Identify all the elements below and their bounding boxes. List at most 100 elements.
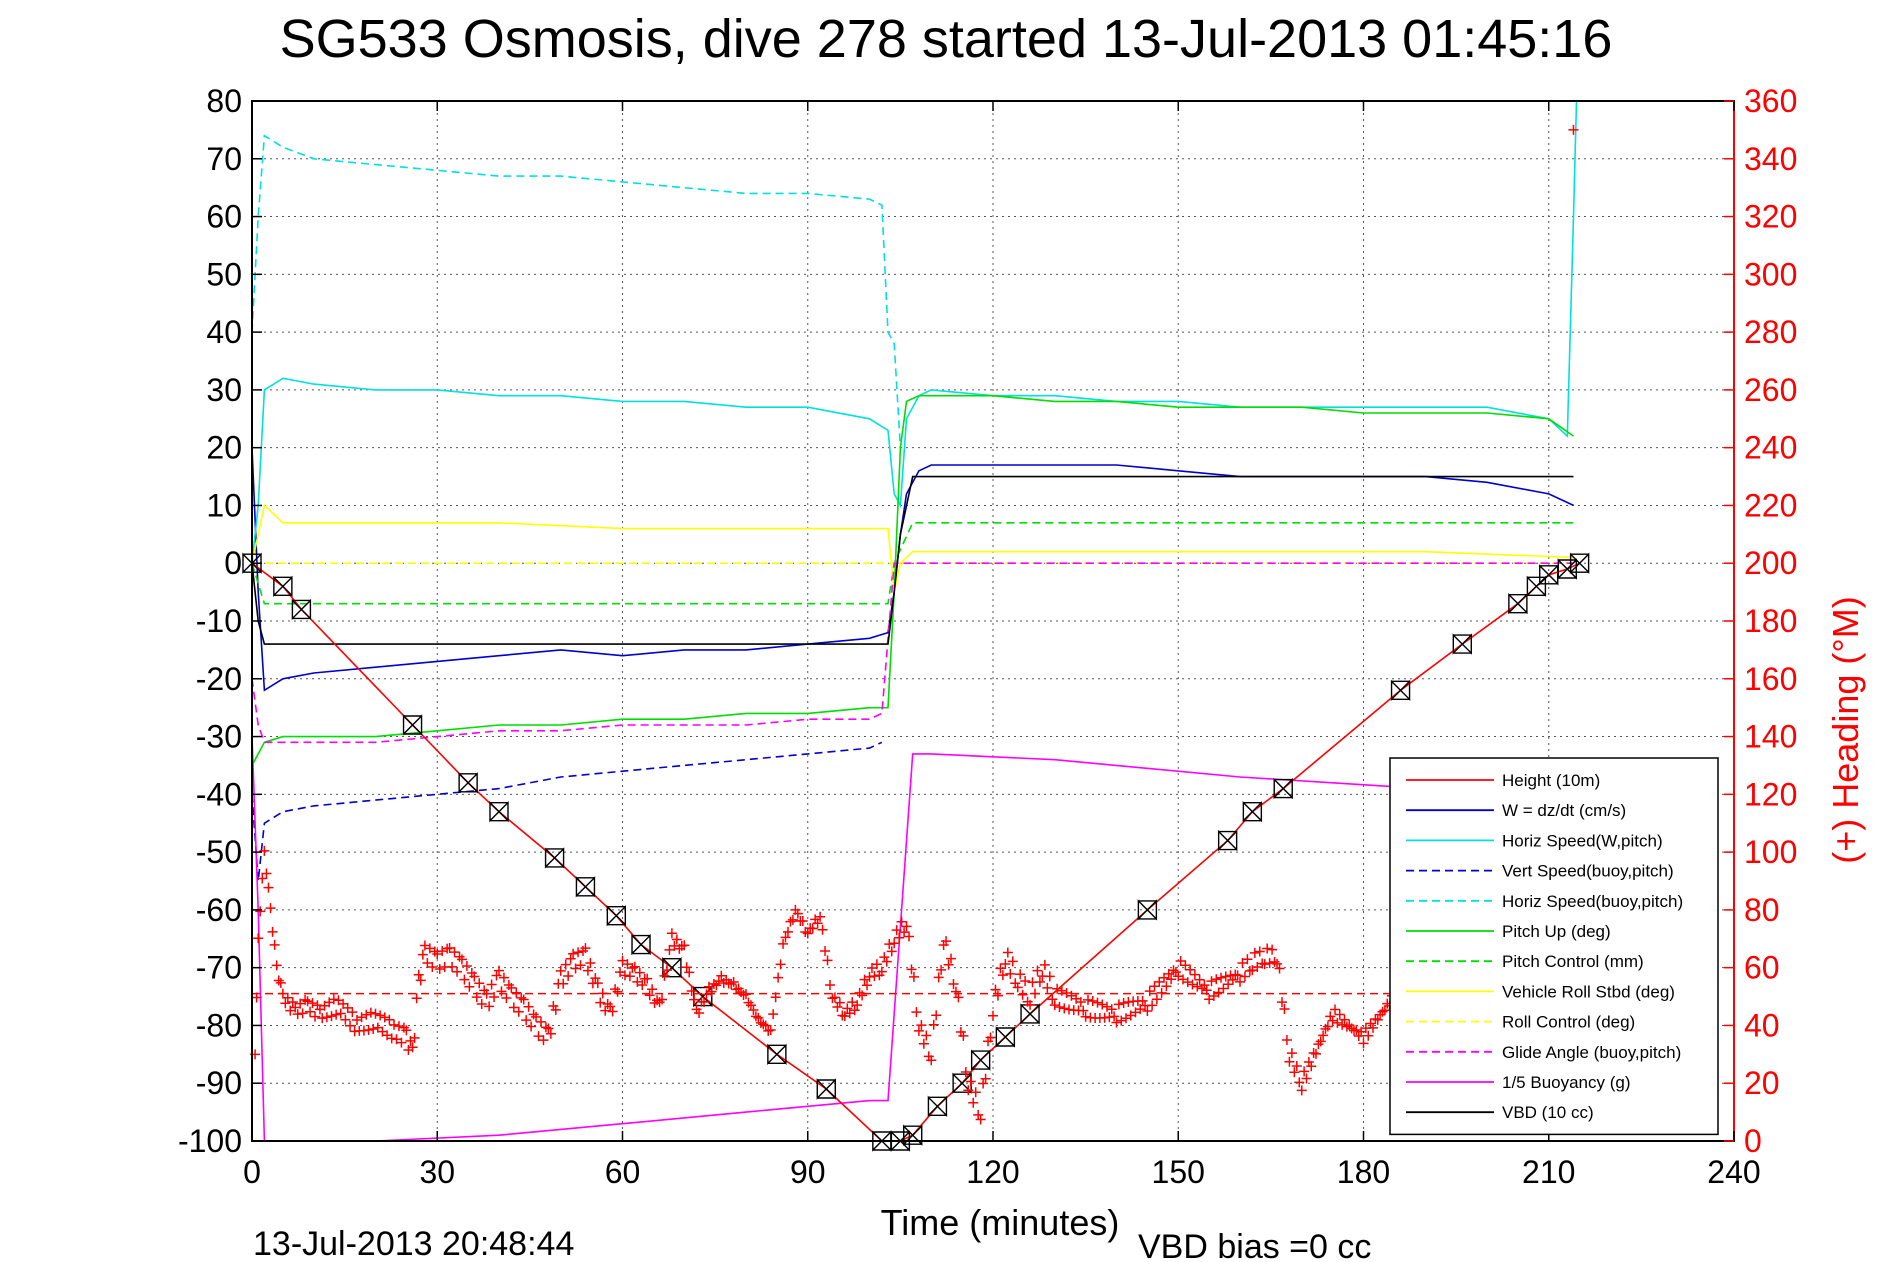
heading-marker [375, 1010, 386, 1021]
heading-marker [396, 1037, 407, 1048]
heading-marker [1218, 983, 1229, 994]
heading-marker [459, 974, 470, 985]
heading-marker [1106, 1004, 1117, 1015]
heading-marker [782, 926, 793, 937]
heading-marker [807, 923, 818, 934]
heading-marker [1092, 997, 1103, 1008]
heading-marker [946, 953, 957, 964]
heading-marker [413, 969, 424, 980]
heading-marker [1054, 1001, 1065, 1012]
heading-marker [331, 1009, 342, 1020]
heading-marker [434, 964, 445, 975]
heading-marker [558, 978, 569, 989]
heading-marker [1294, 1077, 1305, 1088]
heading-marker [1034, 977, 1045, 988]
heading-marker [1161, 981, 1172, 992]
heading-marker [1039, 959, 1050, 970]
heading-marker [988, 1010, 998, 1021]
heading-marker [452, 966, 463, 977]
heading-marker [297, 1008, 308, 1019]
heading-marker [1308, 1047, 1319, 1058]
heading-marker [884, 939, 895, 950]
legend-box [1389, 757, 1719, 1136]
heading-marker [273, 975, 284, 986]
heading-marker [889, 938, 900, 949]
heading-marker [464, 981, 475, 992]
heading-marker [1080, 1011, 1091, 1022]
legend-label: Horiz Speed(W,pitch) [1502, 831, 1663, 850]
heading-marker [1365, 1018, 1376, 1029]
heading-marker [1087, 996, 1098, 1007]
y-tick-label: 10 [206, 487, 242, 523]
legend-label: 1/5 Buoyancy (g) [1502, 1073, 1631, 1092]
y-axis-ticks: 80 70 60 50 40 30 20 10 0 -10 -20 -30 -40 -50 -60 -70 -8… [178, 83, 262, 1159]
heading-marker [269, 939, 280, 950]
heading-marker [384, 1014, 395, 1025]
heading-marker [1007, 956, 1018, 967]
heading-marker [666, 928, 677, 939]
heading-marker [960, 1066, 971, 1077]
heading-marker [1216, 972, 1226, 983]
heading-marker [1330, 1004, 1340, 1015]
heading-marker [582, 965, 593, 976]
heading-marker [1113, 999, 1124, 1010]
heading-marker [1377, 1006, 1388, 1017]
x-tick-label: 30 [419, 1154, 455, 1190]
x-axis-ticks: 0 30 60 90 120 150 180 210 240 [243, 101, 1761, 1190]
heading-marker [834, 997, 845, 1008]
heading-marker [1029, 988, 1040, 999]
heading-marker [832, 1001, 843, 1012]
heading-marker [1284, 1056, 1295, 1067]
heading-marker [1346, 1023, 1357, 1034]
heading-marker [1259, 959, 1270, 970]
heading-marker [950, 986, 961, 997]
heading-marker [361, 1009, 372, 1020]
heading-marker [1239, 971, 1250, 982]
height-marker [273, 575, 293, 598]
heading-marker [773, 972, 784, 983]
y-tick-label: -60 [196, 892, 242, 928]
heading-marker [498, 972, 509, 983]
heading-marker [568, 948, 579, 959]
heading-marker [1147, 1000, 1158, 1011]
heading-marker [356, 1012, 367, 1023]
y-tick-label: 50 [206, 256, 242, 292]
heading-marker [368, 1023, 379, 1034]
heading-marker [1334, 1009, 1345, 1020]
x-tick-label: 90 [790, 1154, 826, 1190]
x-tick-label: 210 [1522, 1154, 1575, 1190]
y2-tick-label: 0 [1744, 1123, 1762, 1159]
heading-marker [461, 960, 472, 971]
y2-tick-label: 240 [1744, 430, 1797, 466]
heading-marker [953, 992, 964, 1003]
heading-marker [1052, 983, 1063, 994]
heading-marker [370, 1008, 381, 1019]
height-marker [631, 933, 651, 956]
heading-marker [681, 962, 692, 973]
heading-marker [694, 1007, 705, 1018]
heading-marker [706, 986, 717, 997]
heading-marker [309, 1011, 320, 1022]
heading-marker [1168, 965, 1179, 976]
heading-marker [491, 970, 502, 981]
y2-tick-label: 20 [1744, 1065, 1780, 1101]
heading-marker [253, 933, 264, 944]
height-marker [816, 1078, 836, 1100]
heading-marker [300, 994, 311, 1005]
heading-marker [427, 961, 438, 972]
heading-marker [456, 954, 467, 965]
series-line-horiz-speed-buoy-pitch [251, 134, 902, 448]
heading-marker [926, 1055, 937, 1066]
heading-marker [511, 987, 522, 998]
footer-timestamp: 13-Jul-2013 20:48:44 [253, 1225, 574, 1262]
y2-tick-label: 360 [1744, 83, 1797, 119]
heading-marker [869, 971, 880, 982]
heading-marker [750, 1011, 761, 1022]
heading-marker [679, 940, 690, 951]
heading-marker [305, 1006, 316, 1017]
legend-label: VBD (10 cc) [1502, 1103, 1594, 1122]
height-marker [1452, 633, 1472, 655]
y-tick-label: 20 [206, 430, 242, 466]
y-tick-label: -10 [196, 603, 242, 639]
heading-marker [1291, 1061, 1302, 1072]
